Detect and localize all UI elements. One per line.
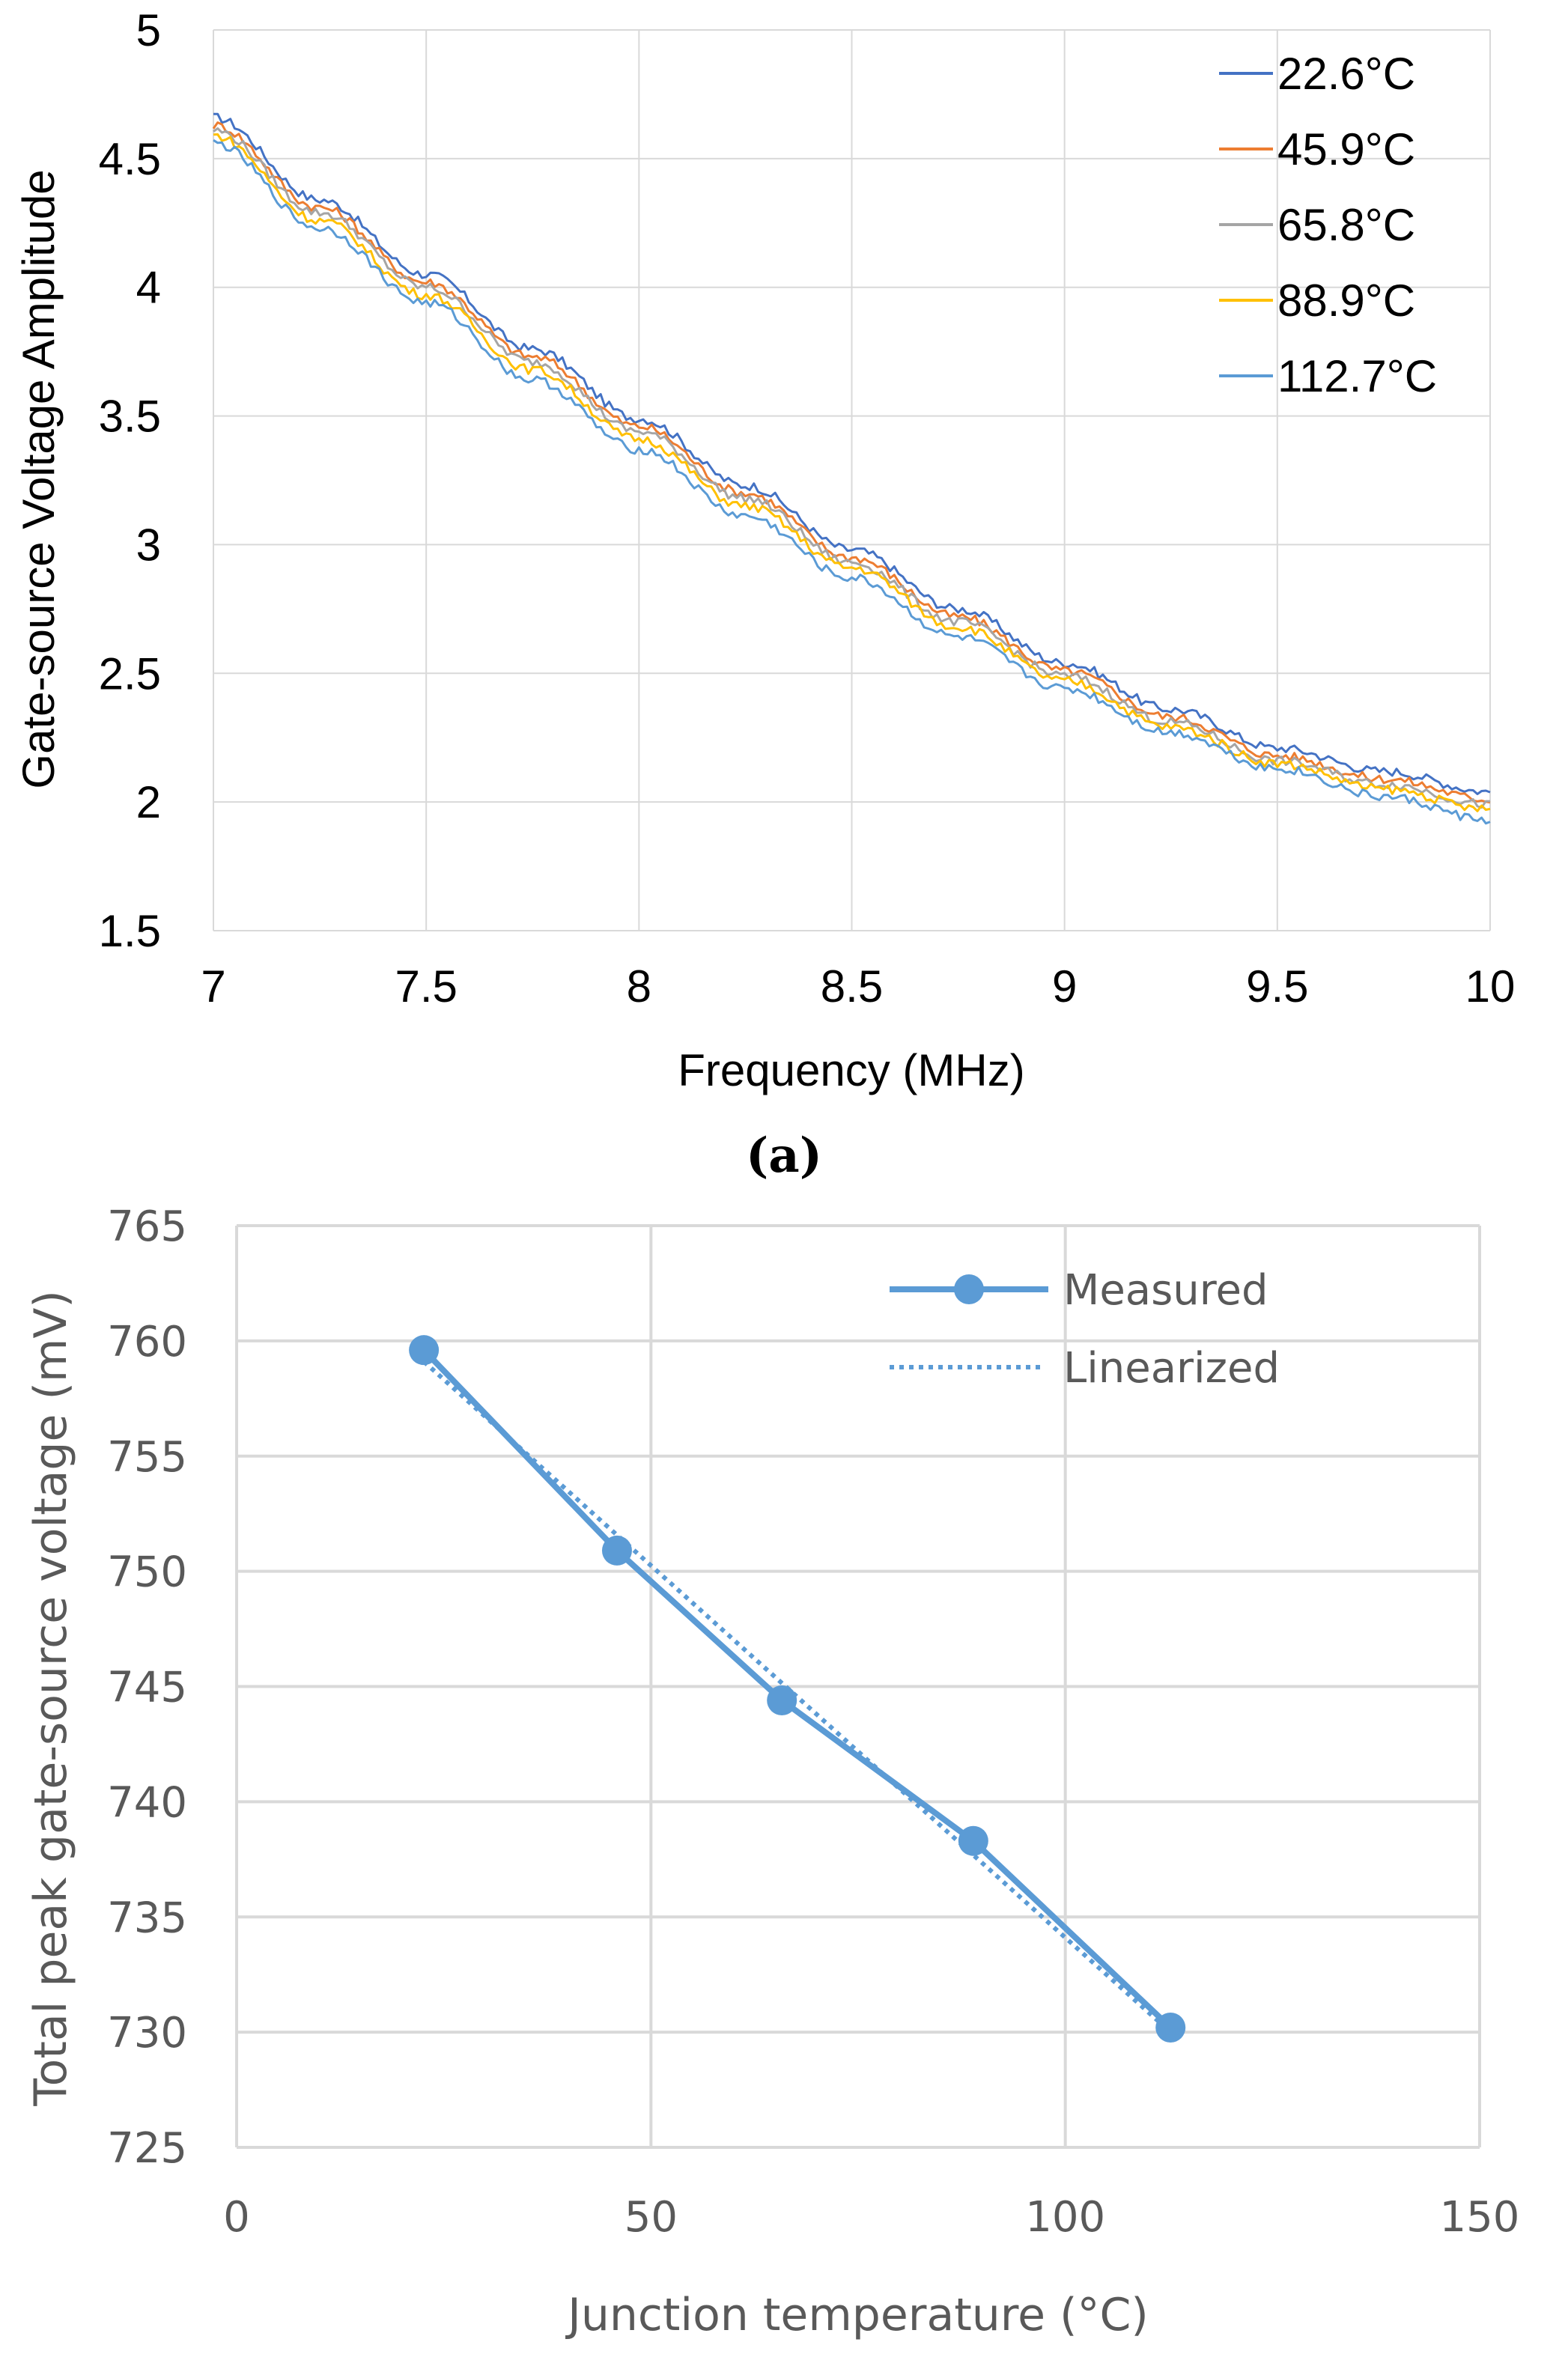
chart-a-y-tick-label: 4 [136, 263, 161, 313]
chart-b-y-tick-label: 725 [107, 2124, 187, 2173]
chart-b-gridlines [235, 1224, 1481, 2149]
chart-a-gridlines [213, 29, 1491, 931]
chart-b-x-tick-label: 0 [223, 2193, 250, 2242]
chart-a-caption: (a) [746, 1128, 822, 1183]
chart-b-measured-point [958, 1825, 988, 1856]
chart-a-y-tick-label: 2.5 [99, 648, 161, 699]
chart-a-legend-label: 45.9°C [1277, 124, 1415, 174]
chart-a-x-tick-label: 10 [1465, 961, 1516, 1012]
chart-b-y-tick-label: 755 [107, 1433, 187, 1482]
chart-b-linearized-line [422, 1360, 1173, 2034]
chart-b-y-tick-label: 730 [107, 2009, 187, 2058]
chart-a-x-tick-label: 8 [627, 961, 651, 1012]
chart-a-y-ticks: 1.5 2 2.5 3 3.5 4 4.5 5 [99, 5, 161, 956]
chart-a-legend-label: 22.6°C [1277, 49, 1415, 99]
chart-b-y-tick-label: 765 [107, 1202, 187, 1251]
chart-a-legend: 22.6°C 45.9°C 65.8°C 88.9°C 112.7°C [1219, 49, 1437, 401]
chart-a-series-line [212, 121, 1491, 804]
chart-b-x-tick-label: 100 [1025, 2193, 1105, 2242]
chart-b-series [409, 1335, 1186, 2043]
chart-a-x-tick-label: 7.5 [395, 961, 457, 1012]
chart-a-x-tick-label: 8.5 [821, 961, 883, 1012]
chart-a-x-ticks: 7 7.5 8 8.5 9 9.5 10 [201, 961, 1515, 1012]
chart-a-series-line [213, 127, 1490, 809]
chart-a-legend-label: 88.9°C [1277, 276, 1415, 326]
chart-b-measured-point [767, 1685, 797, 1715]
chart-a-y-tick-label: 3 [136, 520, 161, 570]
chart-a-series-line [213, 139, 1491, 825]
chart-a-y-tick-label: 1.5 [99, 906, 161, 956]
chart-b-y-tick-label: 745 [107, 1664, 187, 1712]
chart-b-legend-measured-marker [954, 1274, 984, 1304]
chart-b-y-tick-label: 750 [107, 1548, 187, 1597]
chart-a: 7 7.5 8 8.5 9 9.5 10 1.5 2 2.5 3 3.5 4 4.5 5 22.6°C 45… [0, 0, 1568, 1183]
chart-a-y-tick-label: 2 [136, 777, 161, 827]
chart-a-legend-label: 65.8°C [1277, 200, 1415, 250]
chart-b-y-ticks: 725 730 735 740 745 750 755 760 765 [107, 1202, 187, 2173]
chart-b-legend-measured-label: Measured [1063, 1266, 1268, 1315]
chart-a-y-tick-label: 5 [136, 5, 161, 55]
chart-b-y-tick-label: 735 [107, 1894, 187, 1942]
chart-a-x-tick-label: 9 [1052, 961, 1077, 1012]
chart-b-background [0, 1183, 1568, 2360]
chart-b-y-axis-title: Total peak gate-source voltage (mV) [25, 1290, 77, 2107]
chart-b-x-ticks: 0 50 100 150 [223, 2193, 1519, 2242]
chart-b-y-tick-label: 740 [107, 1778, 187, 1827]
chart-b-x-axis-title: Junction temperature (°C) [565, 2289, 1149, 2341]
chart-a-x-tick-label: 9.5 [1246, 961, 1308, 1012]
chart-b-x-tick-label: 50 [625, 2193, 678, 2242]
chart-a-x-tick-label: 7 [201, 961, 225, 1012]
chart-b-measured-point [601, 1535, 632, 1566]
chart-a-legend-label: 112.7°C [1277, 351, 1437, 401]
chart-b-measured-point [1155, 2012, 1186, 2043]
chart-a-y-axis-title: Gate-source Voltage Amplitude [13, 169, 64, 788]
chart-b-legend-linearized-label: Linearized [1063, 1344, 1280, 1393]
chart-b-legend: Measured Linearized [890, 1266, 1280, 1393]
chart-a-background [0, 0, 1568, 1183]
chart-a-series-line [213, 112, 1491, 795]
chart-a-y-tick-label: 3.5 [99, 392, 161, 442]
chart-b-y-tick-label: 760 [107, 1318, 187, 1366]
chart-b-measured-point [409, 1335, 440, 1366]
chart-a-series-line [213, 133, 1491, 812]
chart-a-series [212, 112, 1491, 825]
chart-a-y-tick-label: 4.5 [99, 134, 161, 184]
chart-b-x-tick-label: 150 [1440, 2193, 1520, 2242]
chart-b: 0 50 100 150 725 730 735 740 745 750 755 760 765 Me… [0, 1183, 1568, 2360]
chart-a-x-axis-title: Frequency (MHz) [678, 1045, 1024, 1095]
